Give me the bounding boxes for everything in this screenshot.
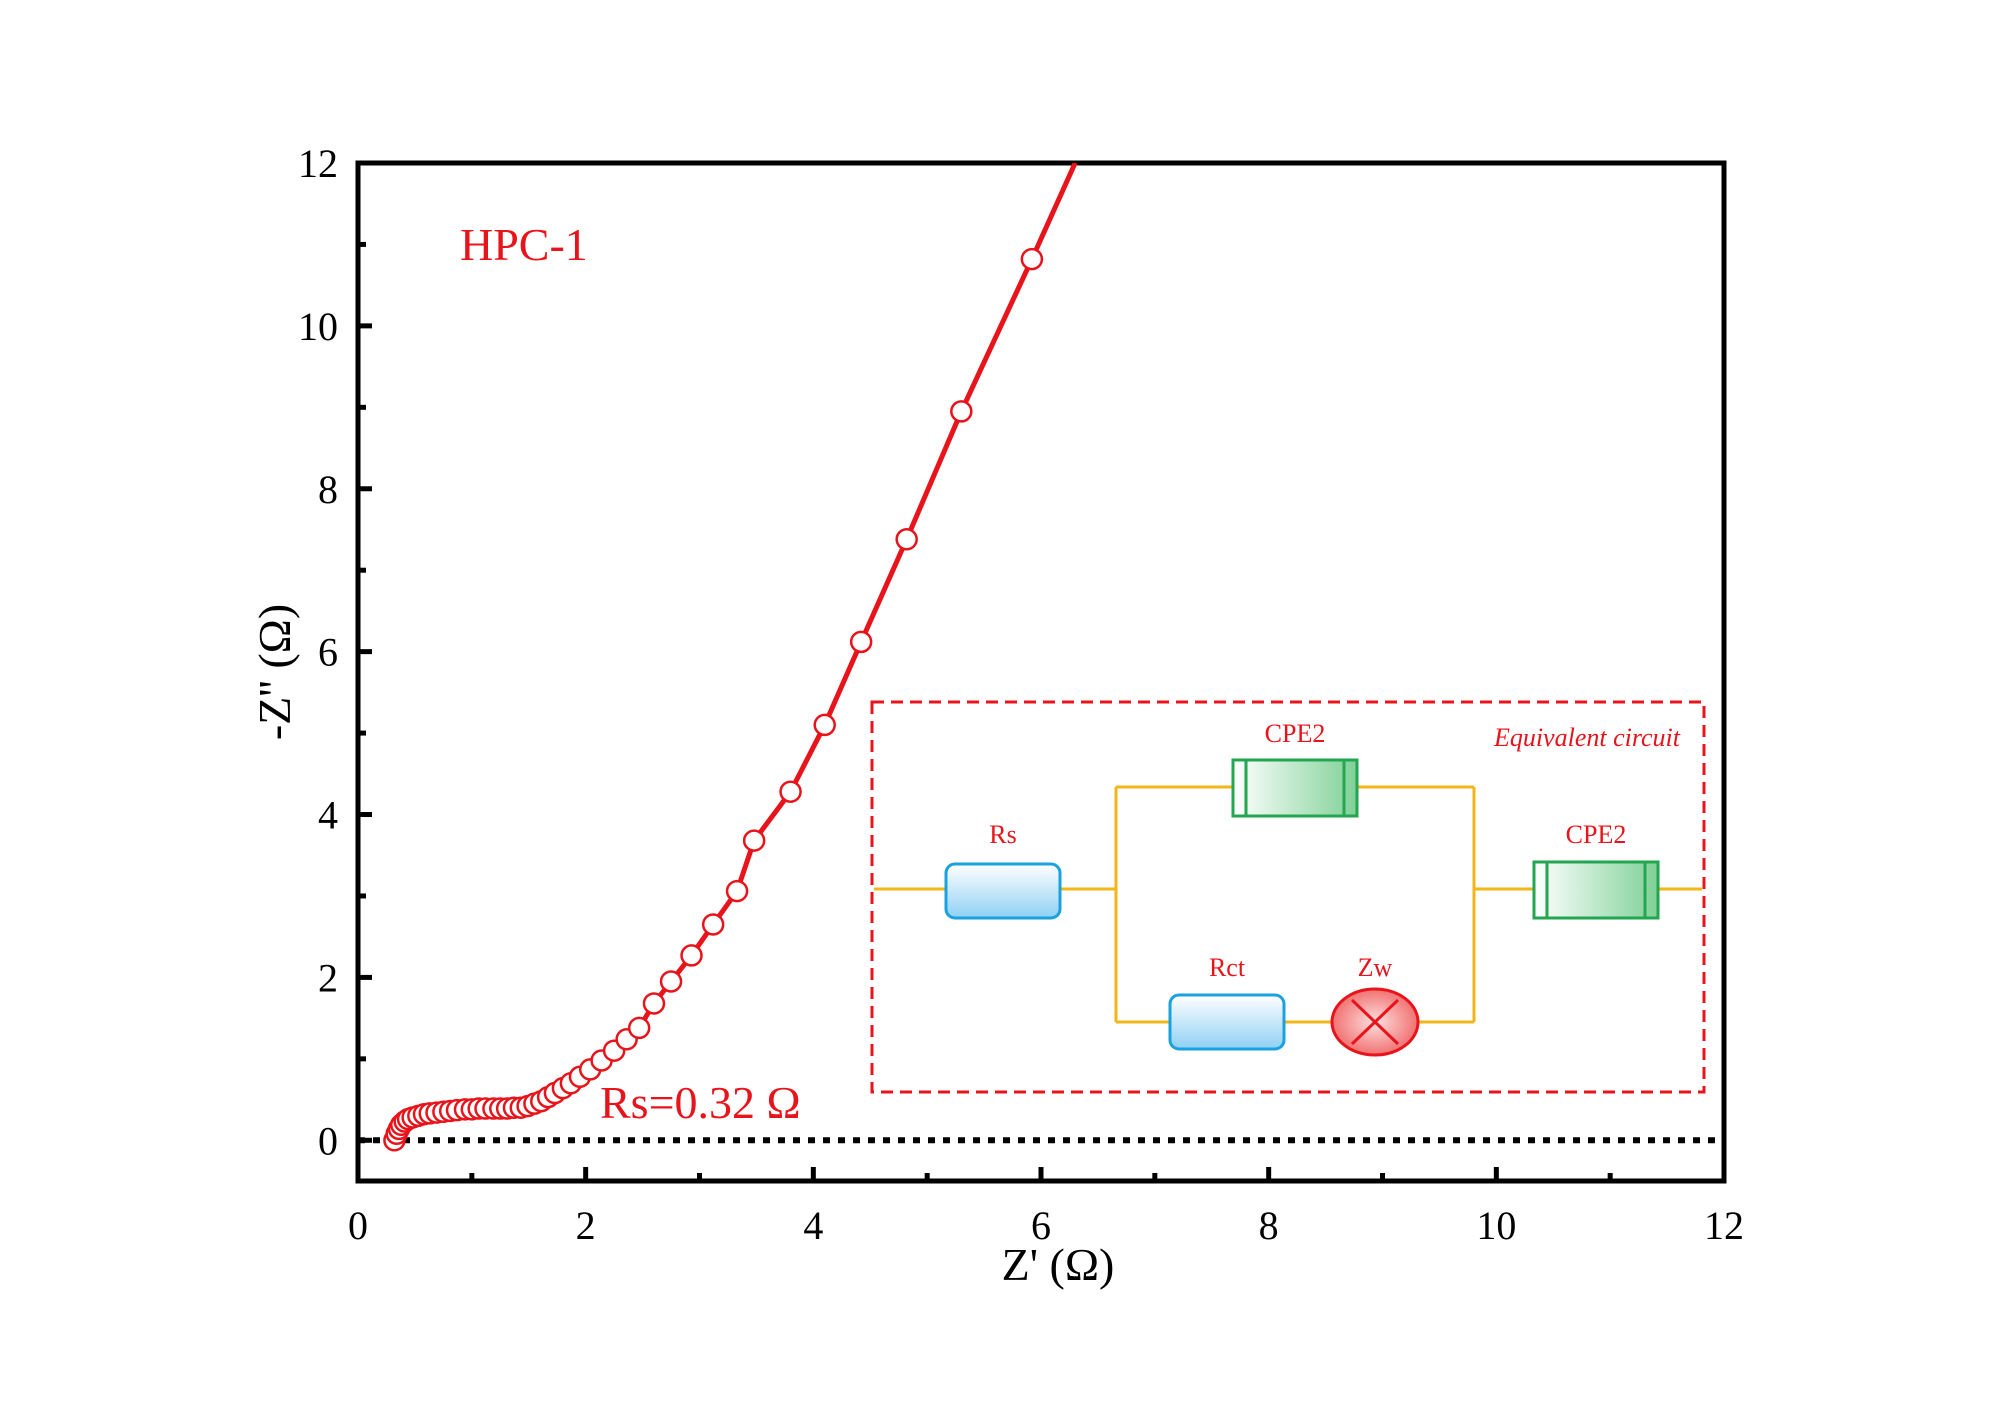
cpe-parallel-label: CPE2 — [1265, 719, 1326, 748]
rct-component-label: Rct — [1209, 953, 1246, 982]
cpe-parallel-element — [1231, 758, 1359, 818]
plot-frame — [355, 160, 1727, 1184]
y-tick-label: 4 — [318, 793, 338, 838]
y-axis-label: -Z'' (Ω) — [249, 604, 300, 740]
rct-resistor — [1168, 993, 1286, 1051]
data-point — [642, 992, 666, 1015]
rs-resistor — [944, 862, 1062, 920]
data-point — [813, 713, 836, 737]
y-tick-label: 12 — [298, 141, 338, 186]
series-line-hpc-1 — [392, 163, 1078, 1142]
cpe-series-element — [1532, 860, 1660, 920]
x-tick-label: 10 — [1476, 1203, 1516, 1248]
data-point — [680, 944, 703, 967]
circuit-wires — [874, 785, 1702, 1024]
x-axis-ticks: 0 2 4 6 8 10 12 — [348, 1167, 1744, 1248]
y-tick-label: 8 — [318, 467, 338, 512]
rs-component-label: Rs — [989, 820, 1016, 849]
data-point — [849, 630, 873, 654]
warburg-element-icon — [1330, 987, 1420, 1057]
data-point — [659, 970, 683, 993]
y-tick-label: 6 — [318, 630, 338, 675]
equivalent-circuit-inset: Equivalent circuit Rs CPE2 Rct — [870, 700, 1706, 1094]
x-tick-label: 2 — [576, 1203, 596, 1248]
data-point — [779, 780, 802, 803]
y-tick-label: 0 — [318, 1118, 338, 1163]
data-point — [742, 829, 766, 852]
inset-title: Equivalent circuit — [1493, 723, 1681, 752]
y-tick-label: 10 — [298, 304, 338, 349]
y-tick-label: 2 — [318, 955, 338, 1000]
data-point — [701, 913, 725, 936]
y-axis-ticks: 0 2 4 6 8 10 12 — [298, 141, 372, 1163]
data-point — [950, 400, 973, 423]
x-tick-label: 0 — [348, 1203, 368, 1248]
x-tick-label: 12 — [1704, 1203, 1744, 1248]
zw-component-label: Zw — [1358, 953, 1393, 982]
series-points-hpc-1 — [383, 247, 1044, 1152]
data-point — [1020, 247, 1044, 271]
data-point — [627, 1016, 651, 1040]
x-tick-label: 6 — [1031, 1203, 1051, 1248]
data-point — [895, 528, 918, 551]
rs-annotation: Rs=0.32 Ω — [600, 1077, 801, 1128]
series-label: HPC-1 — [460, 219, 588, 270]
x-axis-label: Z' (Ω) — [1002, 1239, 1115, 1290]
cpe-series-label: CPE2 — [1566, 820, 1627, 849]
x-tick-label: 4 — [803, 1203, 823, 1248]
x-tick-label: 8 — [1259, 1203, 1279, 1248]
inset-border — [870, 700, 1706, 1094]
data-point — [725, 879, 749, 903]
